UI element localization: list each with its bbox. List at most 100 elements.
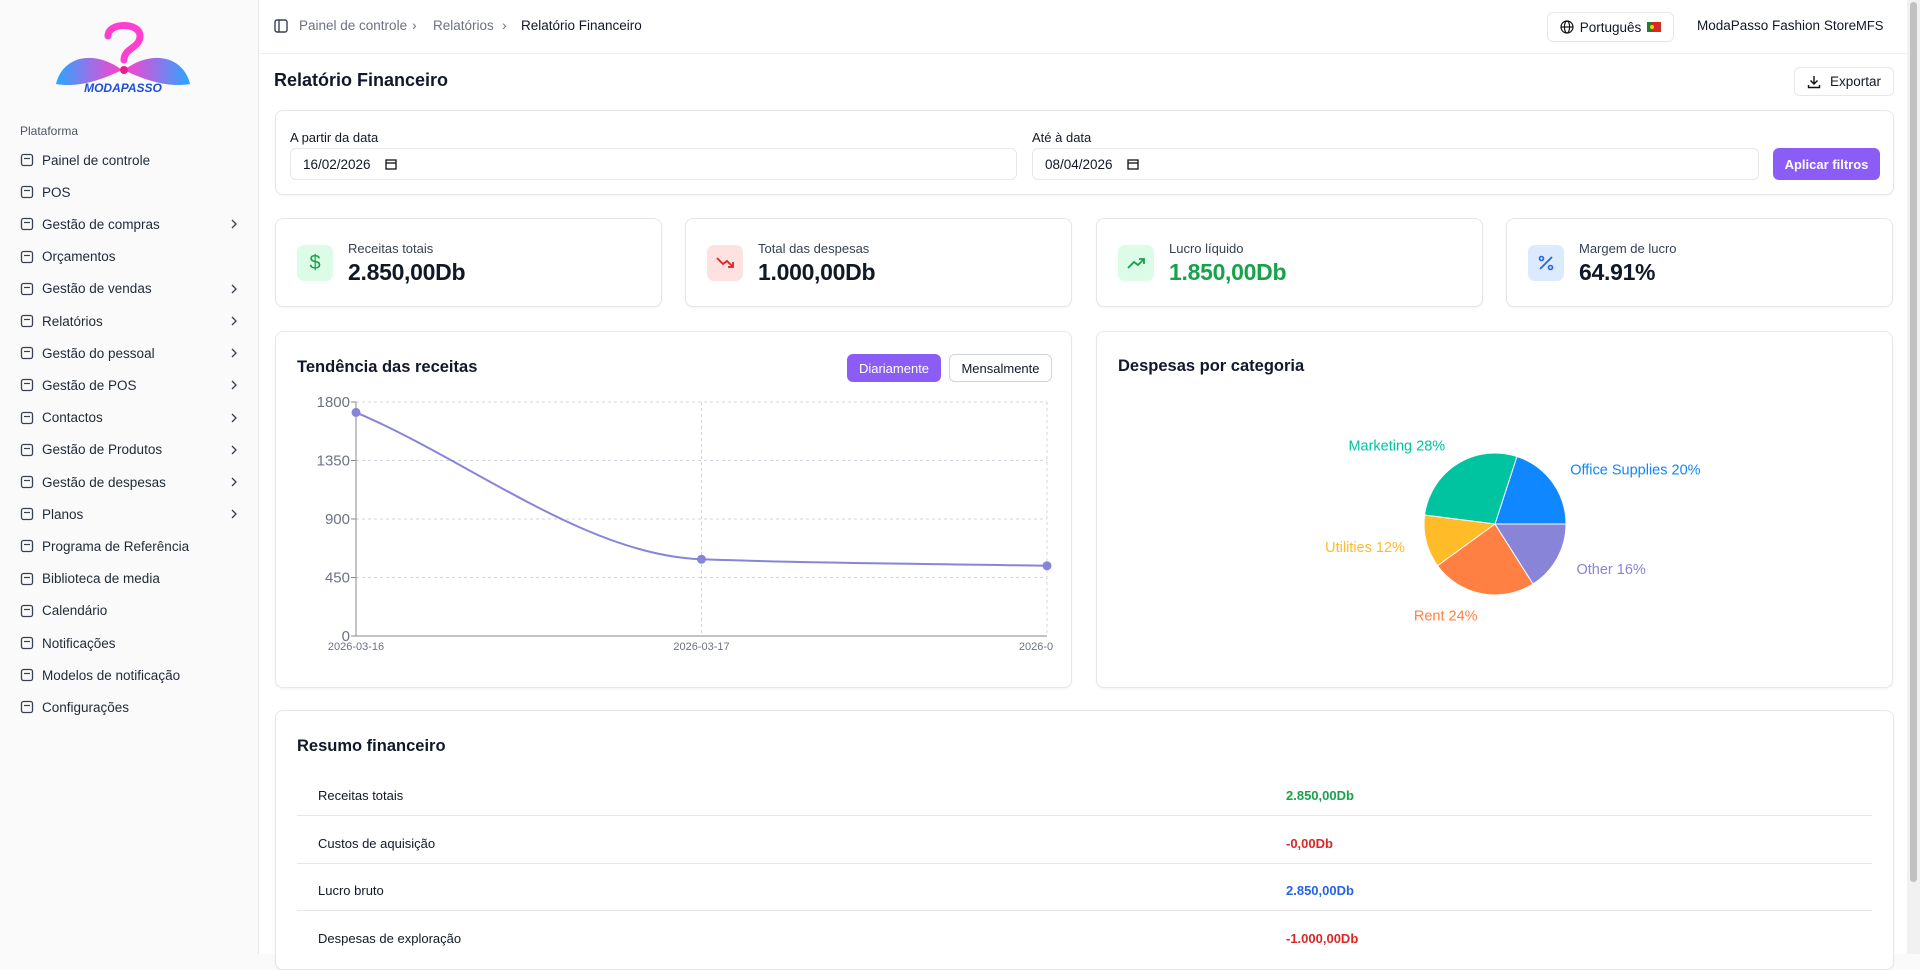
breadcrumb-link[interactable]: Painel de controle <box>299 18 408 33</box>
stat-label: Receitas totais <box>348 241 434 256</box>
row-value: 2.850,00Db <box>1286 883 1354 898</box>
icon-shape <box>20 604 34 617</box>
pie-chart: Office Supplies 20% Marketing 28% Utilitie… <box>1325 438 1701 624</box>
chevron-shape <box>231 284 237 294</box>
row-divider <box>297 910 1872 911</box>
nav-item[interactable]: Relatórios <box>20 308 240 334</box>
icon-shape <box>20 153 34 167</box>
nav-label: Relatórios <box>42 313 103 329</box>
nav-item[interactable]: Biblioteca de media <box>20 566 240 592</box>
filter-card: A partir da data 16/02/2026 Até à data 0… <box>275 110 1894 195</box>
from-input[interactable]: 16/02/2026 <box>290 148 1017 180</box>
nav-icon <box>20 282 34 295</box>
line-chart: 0 450 900 1350 1800 2026-03-16 2026-03-17 2026-… <box>317 394 1053 653</box>
chevron-shape <box>231 477 237 487</box>
from-value: 16/02/2026 <box>303 156 371 172</box>
scrollbar[interactable] <box>1907 0 1920 954</box>
scrollbar-thumb[interactable] <box>1910 2 1917 882</box>
row-label: Despesas de exploração <box>318 930 462 946</box>
nav-label: Contactos <box>42 410 103 426</box>
x-tick-label: 2026-03-18 <box>1019 641 1053 653</box>
nav-item[interactable]: Gestão de vendas <box>20 276 240 302</box>
monthly-button[interactable]: Mensalmente <box>949 354 1052 382</box>
calendar-icon <box>1126 159 1139 170</box>
nav-item[interactable]: Modelos de notificação <box>20 662 240 688</box>
row-label: Receitas totais <box>318 788 404 803</box>
nav-item[interactable]: Gestão de Produtos <box>20 437 240 463</box>
pie-slice <box>1424 452 1518 525</box>
nav-icon <box>20 701 34 714</box>
stat-icon <box>1118 245 1154 281</box>
chevron <box>231 348 237 358</box>
avatar-initials[interactable]: MFS <box>1856 18 1884 33</box>
pie-slice <box>1494 455 1567 525</box>
nav-label: Planos <box>42 506 84 522</box>
row-value: -1.000,00Db <box>1286 930 1359 946</box>
to-label: Até à data <box>1032 130 1092 145</box>
chevron <box>231 316 237 326</box>
card-title: Resumo financeiro <box>297 737 446 755</box>
nav-item[interactable]: Calendário <box>20 598 240 624</box>
chevron <box>231 477 237 487</box>
nav-icon <box>20 669 34 682</box>
nav-label: POS <box>42 184 71 200</box>
chevron-shape <box>231 509 237 519</box>
logo-text: MODAPASSO <box>84 81 162 95</box>
nav-item[interactable]: Programa de Referência <box>20 533 240 559</box>
stat-card: Margem de lucro 64.91% <box>1506 218 1893 307</box>
nav-icon <box>20 411 34 424</box>
stat-icon: $ <box>297 245 333 281</box>
row-value: 2.850,00Db <box>1286 788 1354 803</box>
nav-item[interactable]: Configurações <box>20 694 240 720</box>
icon-shape <box>20 443 34 456</box>
nav-item[interactable]: Painel de controle <box>20 147 240 173</box>
icon-shape <box>20 347 34 360</box>
nav-item[interactable]: Gestão de despesas <box>20 469 240 495</box>
apply-filters-button[interactable]: Aplicar filtros <box>1773 148 1880 180</box>
y-tick-label: 0 <box>342 628 350 645</box>
section-label: Plataforma <box>20 124 79 138</box>
nav-label: Painel de controle <box>42 152 151 168</box>
y-tick-label: 1350 <box>317 453 350 470</box>
nav-item[interactable]: Notificações <box>20 630 240 656</box>
nav-label: Gestão de despesas <box>42 474 166 490</box>
nav-item[interactable]: Gestão de POS <box>20 372 240 398</box>
chevron-shape <box>231 445 237 455</box>
expense-card: Despesas por categoria Office Supplies 2… <box>1096 331 1893 688</box>
slice-label: Office Supplies 20% <box>1570 462 1700 478</box>
to-input[interactable]: 08/04/2026 <box>1032 148 1759 180</box>
topbar: Painel de controle › Relatórios › Relató… <box>259 0 1908 54</box>
nav-item[interactable]: Planos <box>20 501 240 527</box>
revenue-card: Tendência das receitas Diariamente Mensa… <box>275 331 1072 688</box>
slice-label: Marketing 28% <box>1348 438 1445 454</box>
row-label: Lucro bruto <box>318 883 384 898</box>
stat-label: Total das despesas <box>758 241 870 256</box>
stat-label: Margem de lucro <box>1579 241 1677 256</box>
export-button[interactable]: Exportar <box>1794 67 1894 96</box>
icon-shape <box>20 475 34 489</box>
store-name[interactable]: ModaPasso Fashion Store <box>1697 18 1857 33</box>
slice-label: Utilities 12% <box>1325 540 1405 556</box>
breadcrumb-current: Relatório Financeiro <box>521 18 642 33</box>
icon-shape <box>20 508 34 521</box>
nav-item[interactable]: Contactos <box>20 405 240 431</box>
stat-icon <box>707 245 743 281</box>
daily-button[interactable]: Diariamente <box>847 354 941 382</box>
nav-item[interactable]: Gestão de compras <box>20 211 240 237</box>
breadcrumb-link[interactable]: Relatórios <box>433 18 494 33</box>
stat-value: 2.850,00Db <box>348 259 466 285</box>
sidebar-toggle[interactable] <box>274 19 288 33</box>
language-button[interactable]: Português <box>1547 12 1674 42</box>
icon-shape <box>20 669 34 682</box>
nav-item[interactable]: POS <box>20 179 240 205</box>
stat-value: 1.000,00Db <box>758 259 876 285</box>
x-tick-label: 2026-03-16 <box>328 641 384 653</box>
nav-item[interactable]: Gestão do pessoal <box>20 340 240 366</box>
chevron <box>231 509 237 519</box>
nav-icon <box>20 636 34 650</box>
nav-item[interactable]: Orçamentos <box>20 244 240 270</box>
chevron-shape <box>231 413 237 423</box>
nav-label: Calendário <box>42 603 108 619</box>
nav-icon <box>20 347 34 360</box>
